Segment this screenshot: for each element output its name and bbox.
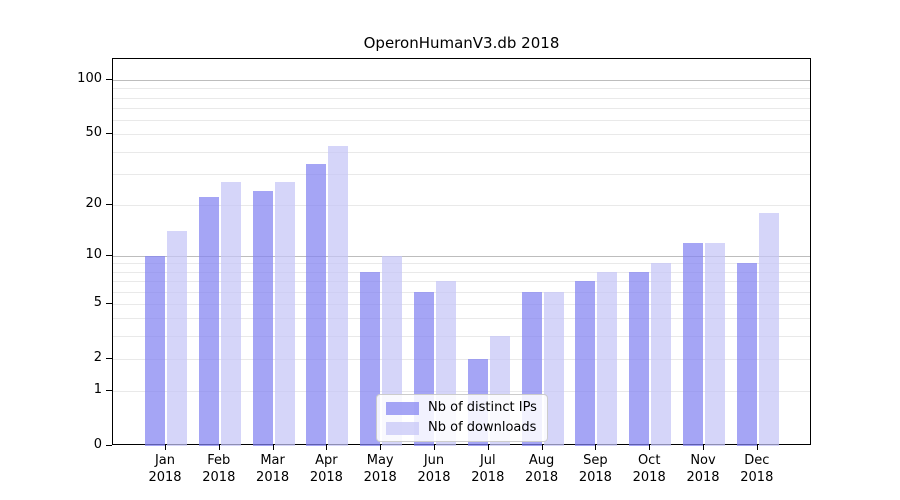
x-tick-mark-jun — [434, 445, 435, 450]
bar-oct-downloads — [651, 263, 672, 446]
bar-mar-downloads — [274, 181, 295, 446]
gridline-minor-40 — [113, 151, 810, 153]
x-tick-label-feb: Feb 2018 — [202, 453, 236, 485]
x-tick-mark-oct — [649, 445, 651, 450]
y-tick-label-1: 1 — [93, 382, 102, 397]
x-tick-label-jul: Jul 2018 — [471, 453, 505, 485]
gridline-minor-90 — [113, 88, 810, 90]
x-tick-mark-apr — [326, 445, 328, 450]
y-tick-label-2: 2 — [93, 349, 102, 365]
legend-item-downloads: Nb of downloads — [386, 421, 537, 435]
y-tick-mark-10 — [106, 254, 112, 256]
y-tick-mark-20 — [106, 203, 112, 205]
plot-area — [112, 58, 811, 446]
gridline-major-100 — [113, 80, 810, 81]
bar-dec-distinct-ips — [736, 263, 757, 446]
gridline-minor-8 — [113, 271, 810, 273]
x-tick-mark-dec — [756, 445, 758, 450]
bar-sep-distinct-ips — [575, 281, 596, 446]
gridline-minor-6 — [113, 291, 810, 293]
x-tick-mark-may — [380, 445, 382, 450]
gridline-minor-70 — [113, 108, 810, 109]
bar-jan-distinct-ips — [145, 255, 165, 446]
y-tick-label-100: 100 — [77, 71, 102, 86]
legend-swatch-downloads — [386, 421, 419, 435]
bar-nov-downloads — [705, 242, 725, 446]
y-tick-mark-0 — [106, 445, 112, 446]
gridline-minor-20 — [113, 204, 810, 206]
gridline-minor-30 — [113, 173, 810, 175]
gridline-minor-5 — [113, 303, 810, 305]
bar-may-distinct-ips — [360, 271, 381, 446]
y-tick-label-10: 10 — [85, 246, 102, 262]
x-tick-label-apr: Apr 2018 — [309, 453, 343, 485]
bar-apr-downloads — [328, 145, 349, 446]
bar-aug-downloads — [543, 291, 564, 446]
x-tick-mark-nov — [703, 445, 704, 450]
y-tick-label-20: 20 — [85, 195, 102, 211]
y-tick-mark-100 — [106, 79, 112, 80]
x-tick-label-jun: Jun 2018 — [417, 453, 451, 485]
gridline-minor-7 — [113, 281, 810, 283]
bar-apr-distinct-ips — [306, 164, 327, 446]
x-tick-mark-aug — [541, 445, 543, 450]
y-tick-mark-1 — [106, 390, 112, 391]
gridline-minor-80 — [113, 97, 810, 99]
x-tick-label-sep: Sep 2018 — [578, 453, 612, 485]
x-tick-label-may: May 2018 — [363, 453, 397, 485]
legend-label-downloads: Nb of downloads — [428, 420, 537, 435]
bar-nov-distinct-ips — [683, 242, 703, 446]
bar-feb-distinct-ips — [198, 197, 219, 446]
y-tick-mark-2 — [106, 357, 112, 359]
gridline-minor-50 — [113, 134, 810, 136]
x-tick-mark-jul — [487, 445, 489, 450]
y-tick-mark-50 — [106, 133, 112, 135]
legend-swatch-distinct-ips — [386, 401, 419, 415]
bar-dec-downloads — [758, 212, 779, 446]
gridline-minor-3 — [113, 336, 810, 338]
y-tick-label-5: 5 — [93, 294, 102, 310]
x-tick-mark-feb — [218, 445, 220, 450]
x-tick-mark-sep — [595, 445, 597, 450]
bar-jan-downloads — [167, 231, 187, 446]
gridline-major-10 — [113, 255, 810, 257]
x-tick-label-nov: Nov 2018 — [686, 453, 720, 485]
legend: Nb of distinct IPs Nb of downloads — [376, 394, 548, 442]
legend-label-distinct-ips: Nb of distinct IPs — [428, 400, 537, 415]
gridline-minor-1 — [113, 391, 810, 392]
chart-title: OperonHumanV3.db 2018 — [363, 34, 560, 52]
bar-mar-distinct-ips — [252, 190, 273, 446]
x-tick-mark-jan — [165, 445, 166, 450]
x-tick-label-aug: Aug 2018 — [525, 453, 559, 485]
x-tick-label-jan: Jan 2018 — [148, 453, 182, 485]
gridline-minor-60 — [113, 120, 810, 121]
bar-feb-downloads — [220, 181, 241, 446]
y-tick-label-0: 0 — [93, 437, 102, 452]
gridline-minor-9 — [113, 263, 810, 265]
x-tick-mark-mar — [272, 445, 274, 450]
y-tick-label-50: 50 — [85, 125, 102, 141]
gridline-minor-4 — [113, 318, 810, 320]
bar-oct-distinct-ips — [629, 271, 650, 446]
legend-item-distinct-ips: Nb of distinct IPs — [386, 401, 537, 415]
gridline-minor-2 — [113, 358, 810, 360]
x-tick-label-dec: Dec 2018 — [740, 453, 774, 485]
bar-sep-downloads — [597, 271, 618, 446]
y-tick-mark-5 — [106, 302, 112, 304]
x-tick-label-mar: Mar 2018 — [256, 453, 290, 485]
x-tick-label-oct: Oct 2018 — [632, 453, 666, 485]
